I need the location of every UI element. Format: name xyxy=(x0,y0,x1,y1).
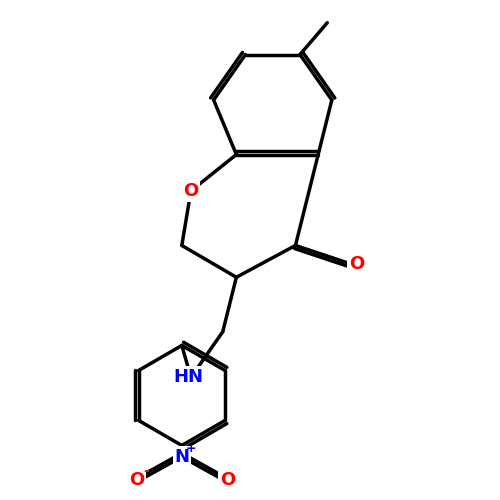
Text: O: O xyxy=(128,470,144,488)
Text: HN: HN xyxy=(174,368,204,386)
Text: O: O xyxy=(349,254,364,272)
Text: +: + xyxy=(186,442,196,455)
Text: N: N xyxy=(174,448,190,466)
Text: O: O xyxy=(220,470,235,488)
Text: O: O xyxy=(184,182,198,200)
Text: -: - xyxy=(144,464,149,478)
